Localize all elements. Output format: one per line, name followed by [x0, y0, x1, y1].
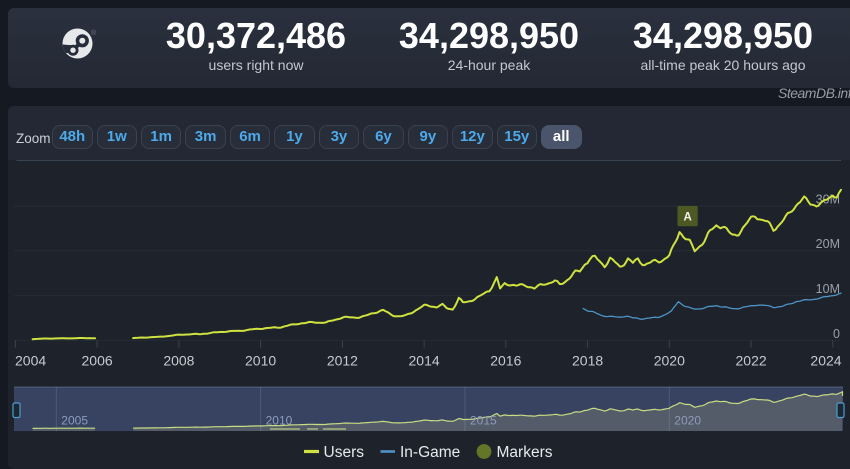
svg-text:2020: 2020 — [654, 353, 685, 369]
svg-text:2024: 2024 — [810, 353, 841, 369]
svg-text:2005: 2005 — [61, 414, 88, 428]
svg-text:2012: 2012 — [327, 353, 358, 369]
svg-text:2014: 2014 — [409, 353, 440, 369]
svg-text:®: ® — [91, 29, 97, 37]
svg-text:2010: 2010 — [245, 353, 276, 369]
svg-text:20M: 20M — [816, 237, 840, 251]
svg-text:A: A — [683, 212, 691, 224]
svg-text:In-Game: In-Game — [400, 444, 460, 461]
svg-text:2020: 2020 — [674, 414, 701, 428]
svg-text:Markers: Markers — [497, 444, 553, 461]
svg-text:2016: 2016 — [490, 353, 521, 369]
svg-text:2015: 2015 — [470, 414, 497, 428]
svg-text:2010: 2010 — [266, 414, 293, 428]
svg-text:2006: 2006 — [82, 353, 113, 369]
svg-text:0: 0 — [833, 327, 840, 341]
svg-text:2004: 2004 — [15, 353, 46, 369]
svg-text:2022: 2022 — [736, 353, 767, 369]
svg-text:2008: 2008 — [163, 353, 194, 369]
svg-text:Users: Users — [324, 444, 365, 461]
svg-text:2018: 2018 — [572, 353, 603, 369]
svg-text:10M: 10M — [816, 282, 840, 296]
